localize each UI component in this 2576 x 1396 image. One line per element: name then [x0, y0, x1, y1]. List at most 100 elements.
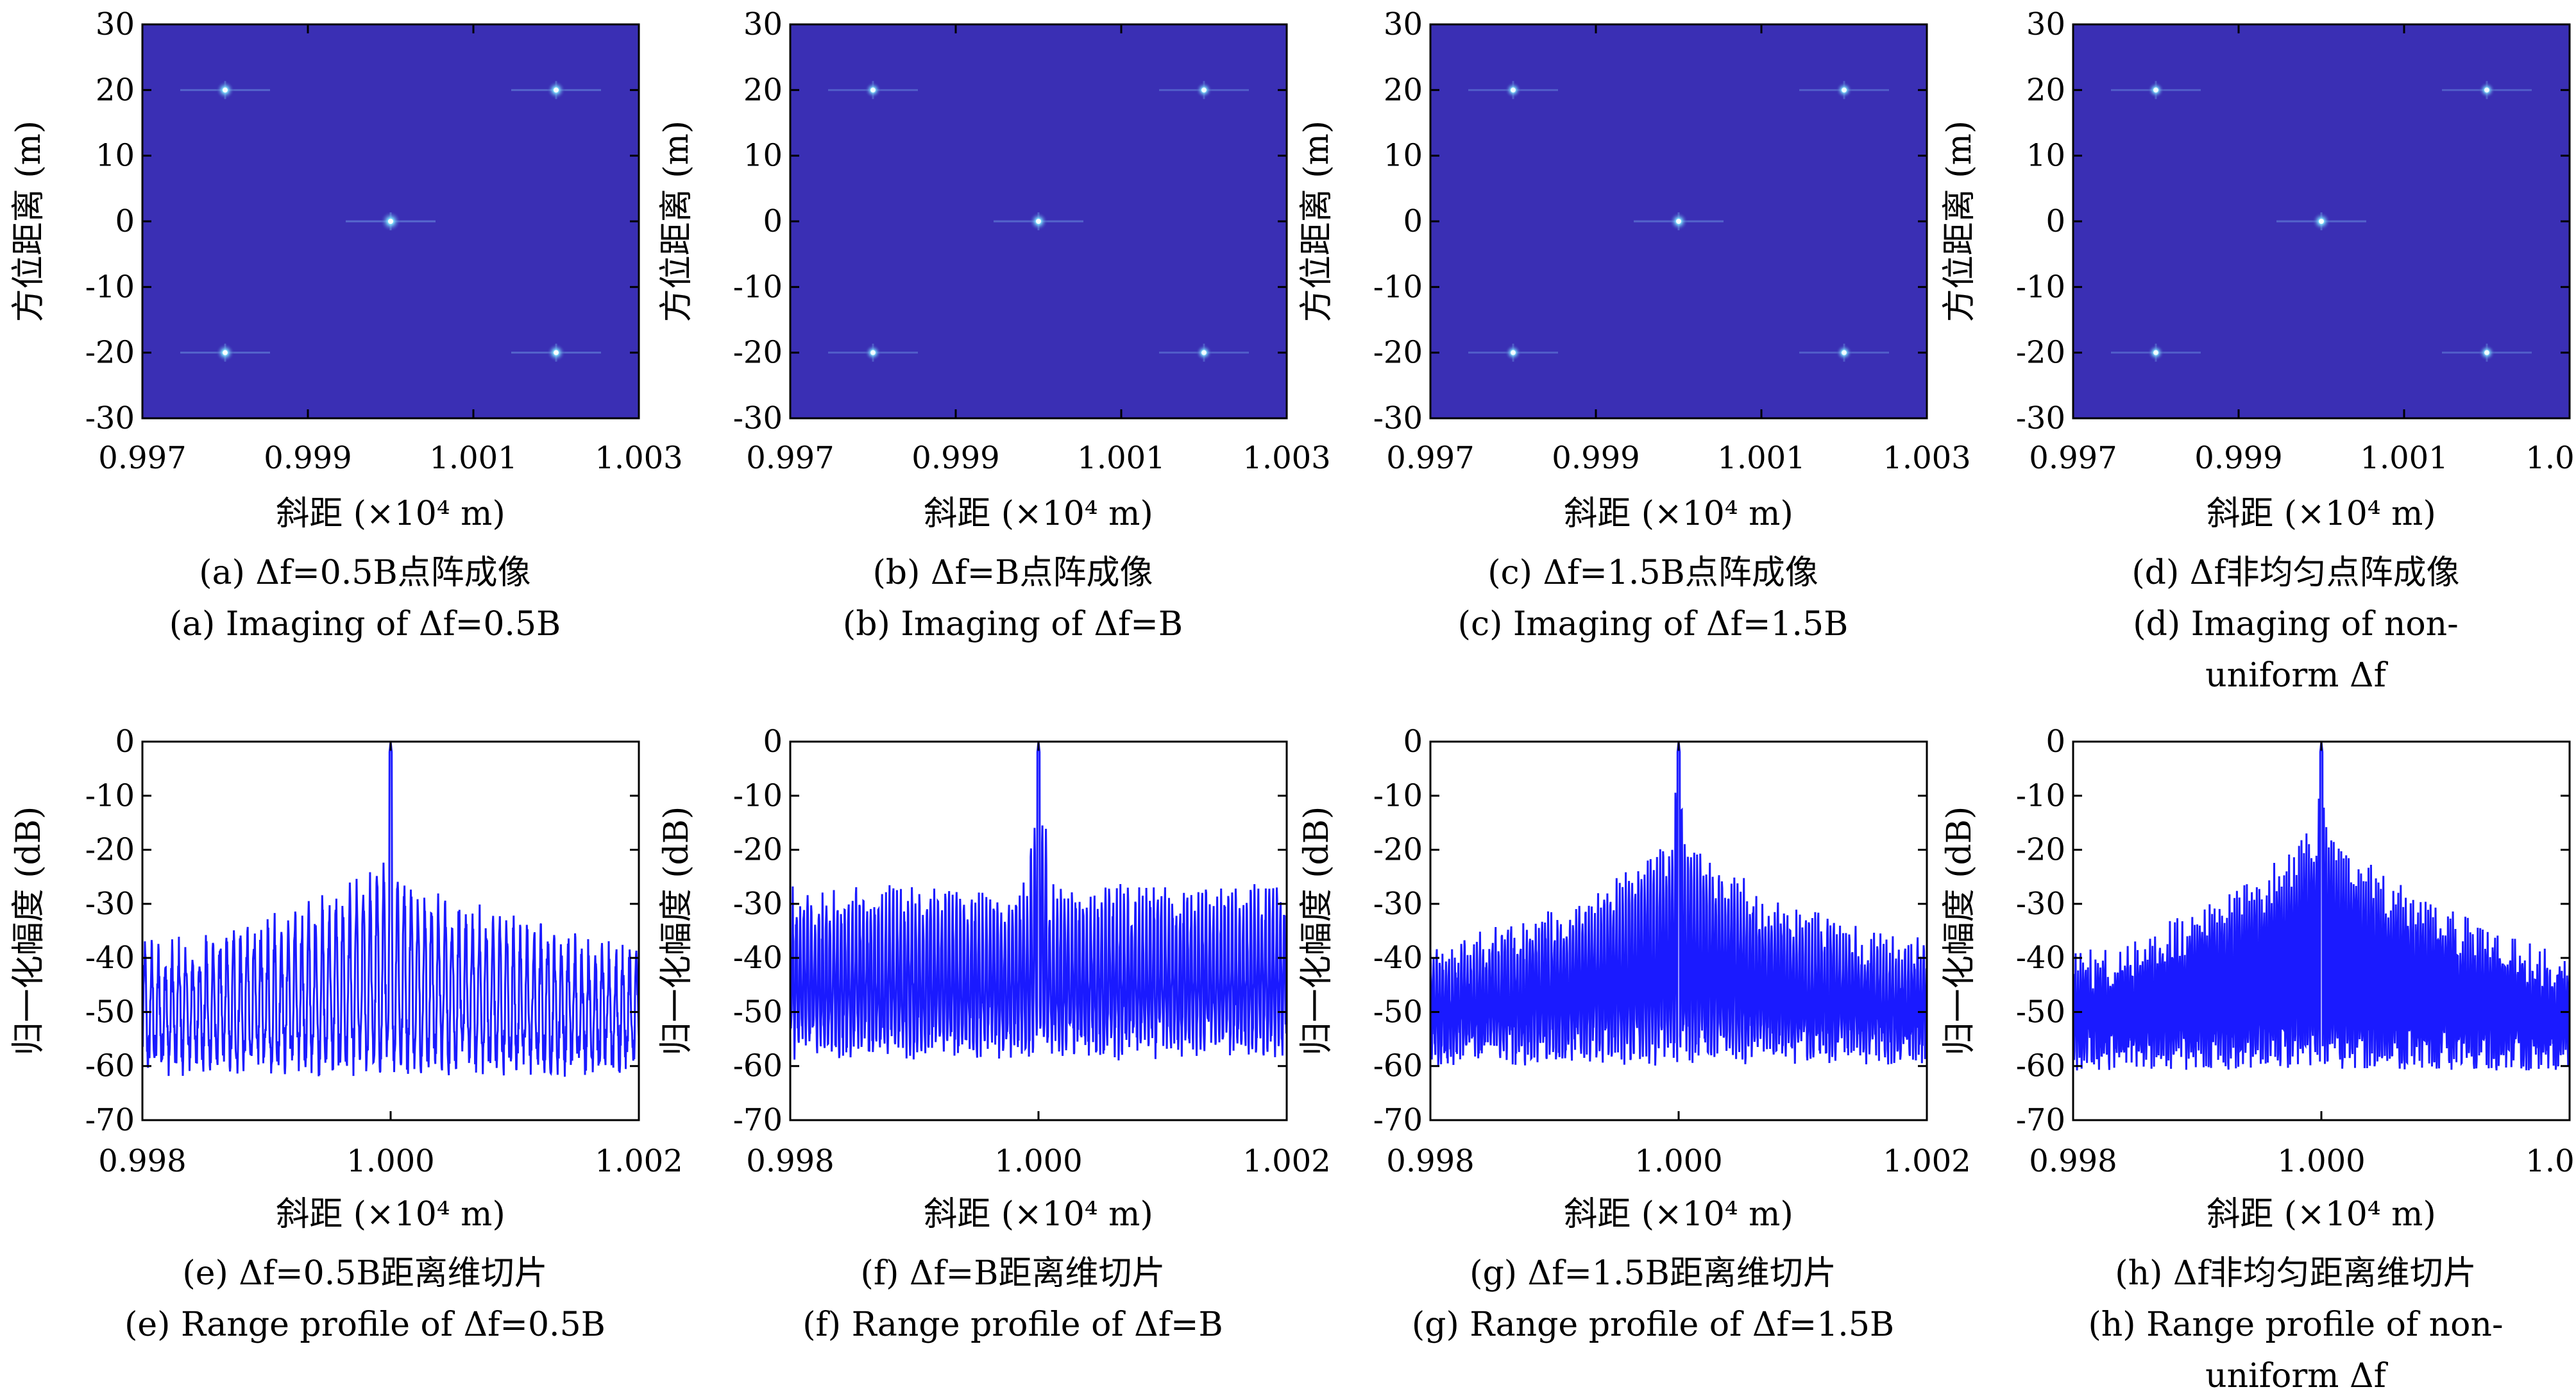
- y-tick-label: -50: [733, 994, 783, 1030]
- x-axis-label: 斜距 (×10⁴ m): [2207, 495, 2436, 533]
- caption-chinese: (g) Δf=1.5B距离维切片: [1470, 1254, 1836, 1293]
- caption-chinese: (d) Δf非均匀点阵成像: [2131, 554, 2459, 592]
- caption-english: (d) Imaging of non-: [2133, 605, 2458, 643]
- y-tick-label: -20: [85, 335, 135, 371]
- x-axis-label: 斜距 (×10⁴ m): [924, 495, 1153, 533]
- y-tick-label: 0: [1403, 724, 1423, 760]
- x-tick-label: 1.003: [1242, 440, 1330, 476]
- x-tick-label: 0.998: [98, 1143, 186, 1179]
- y-tick-label: -40: [733, 940, 783, 976]
- scatter-point-0: [180, 80, 270, 99]
- x-tick-label: 1.001: [429, 440, 517, 476]
- scatter-point-4: [511, 343, 601, 362]
- x-tick-label: 1.003: [2525, 440, 2576, 476]
- y-tick-label: -70: [733, 1102, 783, 1138]
- scatter-point-3: [2111, 343, 2201, 362]
- caption-english: (c) Imaging of Δf=1.5B: [1458, 605, 1849, 643]
- y-tick-label: 20: [2026, 72, 2065, 108]
- panel-b: 30 20 10 0 -10 -20 -30 0.997 0.999 1.001 1.003 斜距 (…: [657, 6, 1331, 643]
- y-axis-label: 方位距离 (m): [657, 121, 696, 322]
- x-tick-label: 1.000: [1634, 1143, 1722, 1179]
- y-tick-label: 30: [1384, 6, 1423, 42]
- y-tick-label: -40: [1373, 940, 1423, 976]
- y-tick-label: 10: [2026, 138, 2065, 174]
- caption-chinese: (c) Δf=1.5B点阵成像: [1487, 554, 1818, 592]
- x-tick-label: 1.002: [595, 1143, 682, 1179]
- x-tick-label: 0.999: [911, 440, 999, 476]
- caption-english: (e) Range profile of Δf=0.5B: [124, 1306, 606, 1344]
- caption-english: (a) Imaging of Δf=0.5B: [169, 605, 561, 643]
- y-axis-label: 归一化幅度 (dB): [1940, 806, 1979, 1056]
- scatter-point-1: [2442, 81, 2532, 99]
- x-tick-label: 0.997: [746, 440, 834, 476]
- y-tick-label: 0: [763, 724, 783, 760]
- y-tick-label: -60: [733, 1048, 783, 1084]
- y-tick-label: -10: [2016, 269, 2065, 305]
- panel-d: 30 20 10 0 -10 -20 -30 0.997 0.999 1.001 1.003 斜距 (…: [1940, 6, 2576, 695]
- caption-chinese: (h) Δf非均匀距离维切片: [2115, 1254, 2476, 1293]
- caption-chinese: (f) Δf=B距离维切片: [861, 1254, 1165, 1293]
- y-tick-label: 30: [2026, 6, 2065, 42]
- x-tick-label: 1.000: [2277, 1143, 2365, 1179]
- y-tick-label: -20: [2016, 832, 2065, 868]
- x-tick-label: 1.003: [595, 440, 682, 476]
- y-tick-label: 0: [2046, 724, 2065, 760]
- x-tick-label: 1.002: [2525, 1143, 2576, 1179]
- y-tick-label: -40: [2016, 940, 2065, 976]
- x-tick-label: 1.003: [1883, 440, 1970, 476]
- y-tick-label: -30: [733, 400, 783, 436]
- y-tick-label: 0: [115, 203, 135, 239]
- y-axis-label: 方位距离 (m): [1298, 121, 1336, 322]
- panel-e: 0 -10 -20 -30 -40 -50 -60 -70 0.998 1.000 1.002 斜距 …: [10, 724, 683, 1344]
- scatter-point-3: [1468, 343, 1558, 362]
- panel-c: 30 20 10 0 -10 -20 -30 0.997 0.999 1.001 1.003 斜距 (…: [1298, 6, 1971, 643]
- scatter-point-0: [2111, 81, 2201, 99]
- y-tick-label: -10: [2016, 778, 2065, 813]
- y-tick-label: 0: [115, 724, 135, 760]
- x-tick-label: 0.997: [98, 440, 186, 476]
- x-tick-label: 0.998: [746, 1143, 834, 1179]
- y-tick-label: 30: [96, 6, 135, 42]
- y-tick-label: -60: [2016, 1048, 2065, 1084]
- plot-frame: [2072, 740, 2571, 1121]
- y-tick-label: -20: [733, 335, 783, 371]
- x-tick-label: 0.999: [264, 440, 352, 476]
- scatter-point-3: [180, 343, 270, 362]
- caption-english: uniform Δf: [2205, 1357, 2388, 1395]
- y-tick-label: -30: [733, 886, 783, 922]
- x-tick-label: 0.998: [1386, 1143, 1474, 1179]
- y-tick-label: -30: [2016, 886, 2065, 922]
- x-axis-label: 斜距 (×10⁴ m): [276, 495, 505, 533]
- x-tick-label: 1.000: [346, 1143, 434, 1179]
- y-axis-label: 归一化幅度 (dB): [10, 806, 48, 1056]
- y-tick-label: 0: [2046, 203, 2065, 239]
- x-tick-label: 0.998: [2029, 1143, 2117, 1179]
- series-line: [2072, 741, 2571, 1071]
- y-tick-label: -20: [85, 832, 135, 868]
- series-line: [789, 741, 1288, 1060]
- y-tick-label: 20: [1384, 72, 1423, 108]
- y-tick-label: -50: [2016, 994, 2065, 1030]
- scatter-point-2: [1634, 212, 1724, 231]
- y-tick-label: -50: [85, 994, 135, 1030]
- y-tick-label: 0: [763, 203, 783, 239]
- x-tick-label: 1.001: [1717, 440, 1805, 476]
- y-tick-label: -30: [85, 886, 135, 922]
- scatter-point-1: [1799, 81, 1889, 99]
- scatter-point-3: [828, 343, 918, 362]
- caption-chinese: (a) Δf=0.5B点阵成像: [199, 554, 530, 592]
- caption-english: (h) Range profile of non-: [2088, 1306, 2503, 1344]
- y-tick-label: -50: [1373, 994, 1423, 1030]
- y-tick-label: -20: [1373, 832, 1423, 868]
- y-tick-label: -40: [85, 940, 135, 976]
- y-axis-label: 方位距离 (m): [1940, 121, 1979, 322]
- scatter-point-0: [1468, 81, 1558, 99]
- y-tick-label: -70: [2016, 1102, 2065, 1138]
- x-tick-label: 1.000: [994, 1143, 1082, 1179]
- y-tick-label: -30: [85, 400, 135, 436]
- scatter-point-4: [1159, 343, 1249, 362]
- y-tick-label: -10: [733, 778, 783, 813]
- series-line: [141, 741, 640, 1077]
- y-tick-label: -30: [2016, 400, 2065, 436]
